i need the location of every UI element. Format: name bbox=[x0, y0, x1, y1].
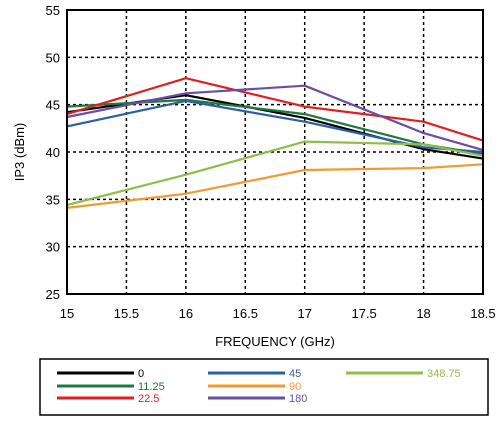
series-line-348-75 bbox=[66, 140, 484, 207]
x-axis-label: FREQUENCY (GHz) bbox=[215, 334, 335, 349]
legend-label-180: 180 bbox=[289, 393, 307, 405]
y-tick-label-2: 35 bbox=[46, 192, 60, 207]
x-tick-label-4: 17 bbox=[297, 306, 311, 321]
legend-label-0: 0 bbox=[138, 368, 144, 380]
series-line-180 bbox=[66, 84, 484, 152]
legend-label-90: 90 bbox=[289, 381, 301, 393]
x-tick-label-6: 18 bbox=[416, 306, 430, 321]
y-tick-label-5: 50 bbox=[46, 50, 60, 65]
x-tick-label-7: 18.5 bbox=[470, 306, 495, 321]
y-tick-label-3: 40 bbox=[46, 145, 60, 160]
x-tick-label-2: 16 bbox=[179, 306, 193, 321]
grid bbox=[67, 10, 483, 294]
series-lines bbox=[66, 77, 484, 209]
y-tick-label-4: 45 bbox=[46, 98, 60, 113]
x-tick-label-1: 15.5 bbox=[114, 306, 139, 321]
x-tick-label-5: 17.5 bbox=[351, 306, 376, 321]
legend-box bbox=[39, 358, 489, 416]
y-axis-label: IP3 (dBm) bbox=[12, 123, 27, 182]
legend-label-45: 45 bbox=[289, 368, 301, 380]
legend-label-22-5: 22.5 bbox=[138, 393, 159, 405]
tick-labels: 15 15.5 16 16.5 17 17.5 18 18.5 25 30 35 40 45 50 55 bbox=[46, 3, 496, 321]
series-line-90 bbox=[66, 163, 484, 209]
legend-label-348-75: 348.75 bbox=[427, 368, 461, 380]
series-line-22-5 bbox=[66, 77, 484, 142]
legend-label-11-25: 11.25 bbox=[138, 381, 165, 393]
x-tick-label-3: 16.5 bbox=[233, 306, 258, 321]
plot-frame bbox=[66, 9, 484, 295]
x-tick-label-0: 15 bbox=[60, 306, 74, 321]
y-tick-label-1: 30 bbox=[46, 240, 60, 255]
y-tick-label-0: 25 bbox=[46, 287, 60, 302]
y-tick-label-6: 55 bbox=[46, 3, 60, 18]
